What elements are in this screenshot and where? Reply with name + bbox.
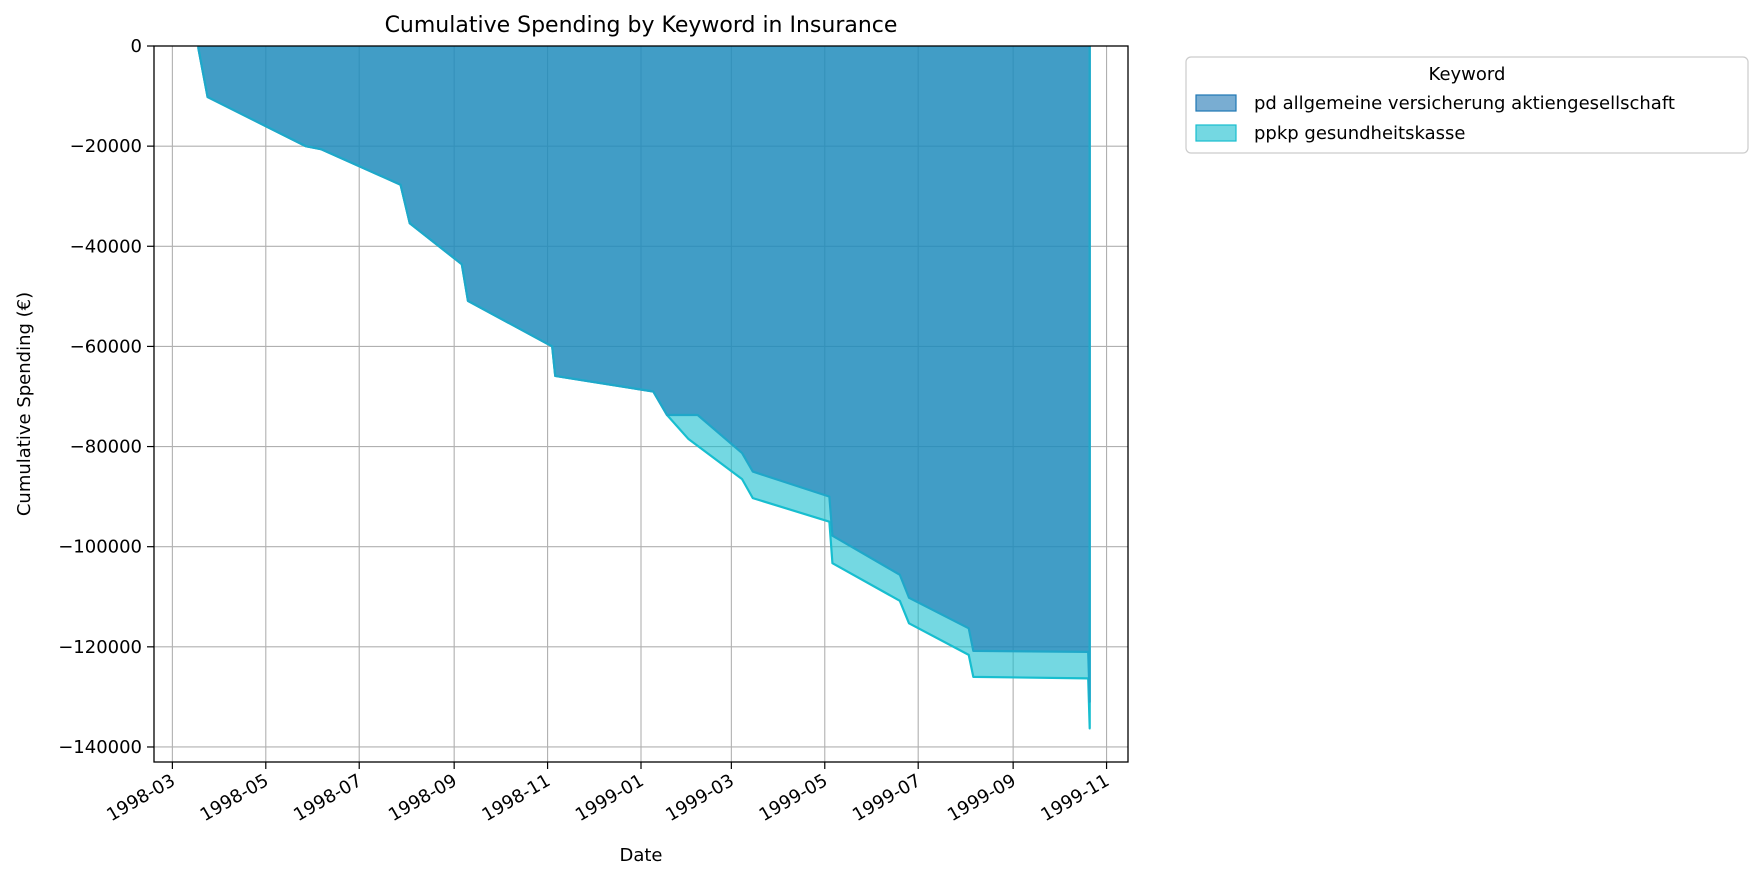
plot-area-lines bbox=[197, 46, 1091, 730]
legend: Keyword pd allgemeine versicherung aktien… bbox=[1185, 56, 1749, 154]
x-tick-label: 1998-05 bbox=[197, 770, 273, 826]
x-tick-label: 1999-01 bbox=[572, 770, 648, 826]
chart-title: Cumulative Spending by Keyword in Insura… bbox=[385, 13, 898, 38]
legend-frame bbox=[1185, 56, 1749, 154]
x-tick-label: 1999-03 bbox=[662, 770, 738, 826]
x-tick-label: 1999-09 bbox=[944, 770, 1020, 826]
y-tick-label: −80000 bbox=[70, 437, 142, 458]
legend-label: pd allgemeine versicherung aktiengesells… bbox=[1254, 93, 1675, 114]
legend-label: ppkp gesundheitskasse bbox=[1254, 123, 1465, 144]
y-tick-label: −40000 bbox=[70, 236, 142, 257]
legend-title: Keyword bbox=[1429, 64, 1506, 85]
x-tick-label: 1999-11 bbox=[1037, 770, 1113, 826]
area-line-series-0 bbox=[197, 46, 1091, 704]
y-tick-label: −140000 bbox=[58, 737, 142, 758]
legend-swatch bbox=[1195, 124, 1237, 142]
x-tick-label: 1998-07 bbox=[290, 770, 366, 826]
area-fill-series-0 bbox=[198, 46, 1090, 702]
y-tick-label: −20000 bbox=[70, 136, 142, 157]
y-axis: 0 −20000 −40000 −60000 −80000 −100000 −120000 −… bbox=[58, 36, 154, 758]
x-tick-label: 1998-11 bbox=[478, 770, 554, 826]
y-tick-label: 0 bbox=[131, 36, 142, 57]
x-axis-label: Date bbox=[619, 845, 662, 866]
x-axis: 1998-03 1998-05 1998-07 1998-09 1998-11 1999-… bbox=[103, 762, 1113, 826]
y-tick-label: −60000 bbox=[70, 336, 142, 357]
x-tick-label: 1999-05 bbox=[756, 770, 832, 826]
y-tick-label: −100000 bbox=[58, 537, 142, 558]
x-tick-label: 1998-09 bbox=[385, 770, 461, 826]
x-tick-label: 1998-03 bbox=[103, 770, 179, 826]
x-tick-label: 1999-07 bbox=[849, 770, 925, 826]
y-tick-label: −120000 bbox=[58, 637, 142, 658]
plot-area-fills bbox=[198, 46, 1090, 729]
legend-swatch bbox=[1195, 94, 1237, 112]
y-axis-label: Cumulative Spending (€) bbox=[14, 292, 35, 516]
